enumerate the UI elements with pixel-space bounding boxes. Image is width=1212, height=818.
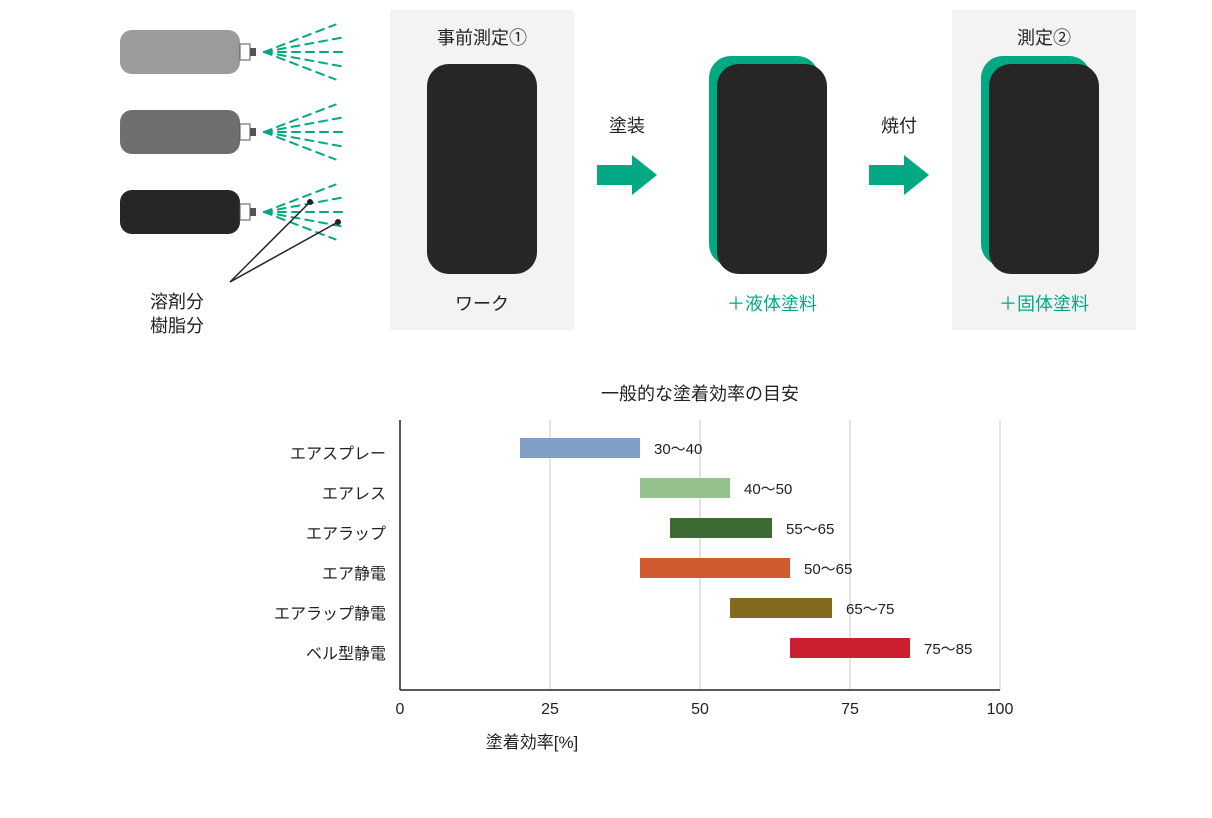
spray-can [120,105,343,160]
chart-category-label: エアラップ [306,520,386,544]
chart-bar-value: 50〜65 [804,561,852,578]
chart-x-axis-label: 塗着効率[%] [486,732,579,752]
chart-bar [730,598,832,618]
spray-line [264,105,336,133]
chart-bar-value: 30〜40 [654,441,702,458]
spray-line [264,132,341,146]
spray-line [264,52,341,66]
spray-can [120,185,343,240]
figure-root: 溶剤分樹脂分事前測定①ワーク塗装＋液体塗料焼付測定②＋固体塗料一般的な塗着効率の… [0,0,1212,818]
workpiece [390,10,574,330]
chart-xtick-label: 0 [396,701,405,718]
chart-category-label: エアラップ静電 [274,600,386,624]
chart-bar-value: 40〜50 [744,481,792,498]
chart-bar [520,438,640,458]
chart-xtick-label: 75 [841,701,859,718]
chart-category-label: エアスプレー [290,440,386,464]
spray-legend-line: 樹脂分 [150,314,204,338]
spray-line [264,212,336,240]
chart-bar-value: 65〜75 [846,601,894,618]
chart-bar-value: 55〜65 [786,521,834,538]
workpiece-body [717,64,827,274]
arrow-icon [592,150,662,200]
spray-line [264,52,336,80]
workpiece-body [989,64,1099,274]
arrow-label: 塗装 [592,112,662,138]
chart-bar [640,478,730,498]
panel-caption: ワーク [390,290,574,316]
chart-title: 一般的な塗着効率の目安 [601,383,799,404]
panel-caption: ＋固体塗料 [952,290,1136,316]
workpiece [952,10,1136,330]
chart-category-label: エア静電 [322,560,386,584]
spray-line [264,38,341,52]
panel-caption: ＋液体塗料 [680,290,864,316]
chart-bar-value: 75〜85 [924,641,972,658]
chart-xtick-label: 100 [987,701,1014,718]
chart-category-label: エアレス [322,480,386,504]
arrow-icon [864,150,934,200]
spray-line [264,118,341,132]
coating-efficiency-chart: 一般的な塗着効率の目安 0 25 50 75 100 塗着効率[%] 30〜40 40〜50 55… [390,380,1070,770]
workpiece-body [427,64,537,274]
arrow-label: 焼付 [864,112,934,138]
spray-line [264,185,336,213]
spray-legend: 溶剤分樹脂分 [150,290,204,338]
chart-xtick-label: 25 [541,701,559,718]
spray-legend-line: 溶剤分 [150,290,204,314]
spray-line [264,25,336,53]
spray-can [120,25,343,80]
chart-xtick-label: 50 [691,701,709,718]
chart-bar [670,518,772,538]
chart-category-label: ベル型静電 [306,640,386,664]
legend-pointer [230,222,338,282]
spray-line [264,212,341,226]
spray-line [264,132,336,160]
chart-bar [790,638,910,658]
chart-bar [640,558,790,578]
workpiece [680,10,864,330]
